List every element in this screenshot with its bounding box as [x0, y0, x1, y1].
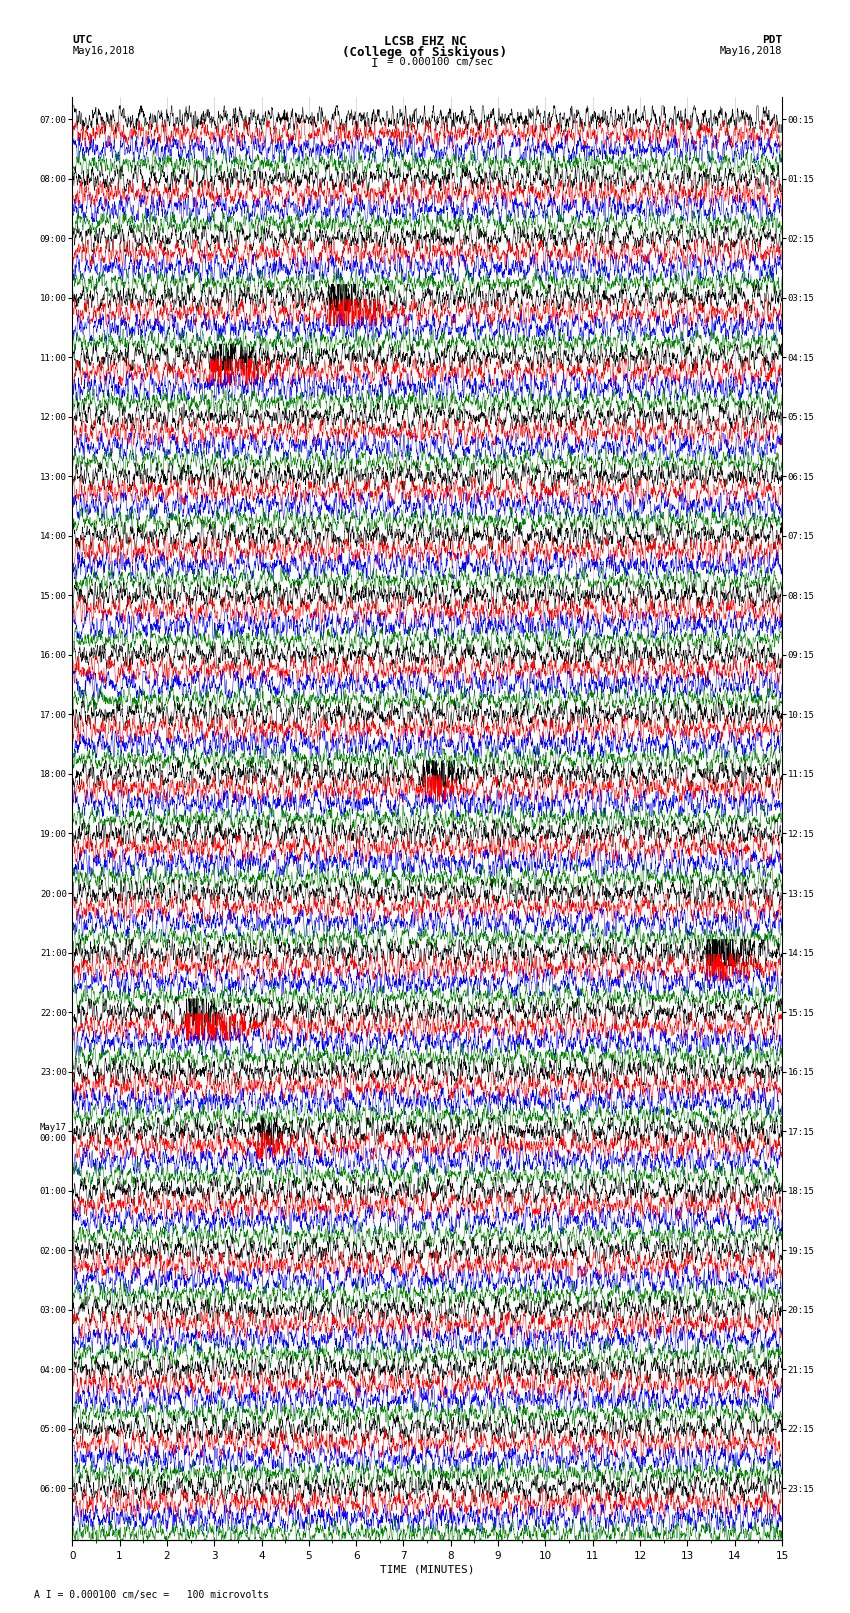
Text: (College of Siskiyous): (College of Siskiyous): [343, 45, 507, 60]
Text: A I = 0.000100 cm/sec =   100 microvolts: A I = 0.000100 cm/sec = 100 microvolts: [34, 1590, 269, 1600]
Text: UTC: UTC: [72, 35, 93, 45]
Text: May16,2018: May16,2018: [719, 45, 782, 56]
X-axis label: TIME (MINUTES): TIME (MINUTES): [380, 1565, 474, 1574]
Text: = 0.000100 cm/sec: = 0.000100 cm/sec: [387, 58, 493, 68]
Text: PDT: PDT: [762, 35, 782, 45]
Text: May16,2018: May16,2018: [72, 45, 135, 56]
Text: LCSB EHZ NC: LCSB EHZ NC: [383, 35, 467, 48]
Text: I: I: [371, 58, 377, 71]
